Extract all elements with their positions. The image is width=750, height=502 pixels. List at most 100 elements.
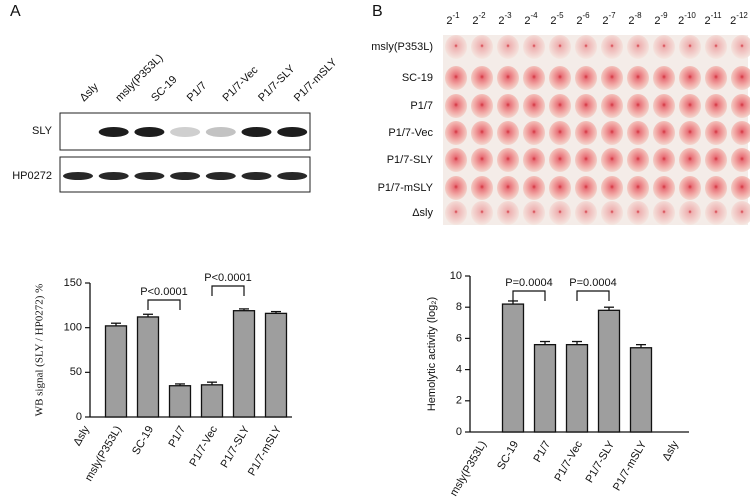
well <box>679 148 701 172</box>
well <box>601 176 623 200</box>
blot-band <box>241 127 272 137</box>
well <box>523 148 545 172</box>
dilution-exponent: -5 <box>557 11 565 20</box>
dilution-exponent: -6 <box>583 11 591 20</box>
annotation: P<0.0001 <box>140 286 187 298</box>
well <box>445 176 467 200</box>
dilution-label: 2-3 <box>498 11 512 27</box>
dilution-exponent: -11 <box>711 11 723 20</box>
well <box>549 201 571 225</box>
well <box>627 94 649 118</box>
well <box>549 148 571 172</box>
dilution-exponent: -12 <box>736 11 748 20</box>
bar <box>565 343 589 433</box>
dilution-base: 2 <box>524 15 530 27</box>
well <box>731 66 750 90</box>
well <box>549 176 571 200</box>
well <box>601 148 623 172</box>
well <box>601 94 623 118</box>
well <box>575 201 597 225</box>
well <box>679 121 701 145</box>
blot-band <box>63 172 93 180</box>
y-tick-label: 6 <box>456 332 462 344</box>
x-tick-label: P1/7 <box>166 424 188 450</box>
dilution-exponent: -4 <box>531 11 539 20</box>
well <box>627 35 649 59</box>
dilution-label: 2-8 <box>628 11 642 27</box>
y-tick-label: 4 <box>456 364 462 376</box>
plate-row-label: P1/7-mSLY <box>378 182 434 194</box>
y-tick-label: 150 <box>64 277 82 289</box>
well <box>471 121 493 145</box>
bar <box>597 309 621 433</box>
significance-bracket <box>576 290 610 301</box>
y-tick-label: 0 <box>76 411 82 423</box>
well <box>497 176 519 200</box>
dilution-base: 2 <box>576 15 582 27</box>
bar <box>200 384 224 418</box>
blot-band <box>170 172 201 180</box>
x-tick-label: P1/7-mSLY <box>611 438 649 493</box>
well <box>653 201 675 225</box>
well <box>731 94 750 118</box>
dilution-base: 2 <box>704 15 710 27</box>
x-tick-label: P1/7-SLY <box>584 438 618 485</box>
dilution-base: 2 <box>550 15 556 27</box>
x-tick-label: P1/7 <box>531 439 553 465</box>
bar <box>168 385 192 418</box>
plate-row-label: SC-19 <box>402 72 433 84</box>
blot-band <box>134 172 165 180</box>
well <box>471 201 493 225</box>
dilution-exponent: -9 <box>661 11 669 20</box>
bar <box>501 303 525 433</box>
well <box>653 121 675 145</box>
well <box>445 121 467 145</box>
dilution-label: 2-9 <box>654 11 668 27</box>
bar <box>104 325 128 418</box>
plate-row-label: P1/7 <box>410 100 433 112</box>
well <box>731 201 750 225</box>
well <box>523 35 545 59</box>
dilution-base: 2 <box>446 15 452 27</box>
well <box>705 66 727 90</box>
blot-row-label: SLY <box>32 125 53 137</box>
lane-label: P1/7-mSLY <box>292 56 340 104</box>
well <box>445 148 467 172</box>
y-tick-label: 50 <box>70 366 82 378</box>
blot-band <box>205 172 236 180</box>
well <box>445 35 467 59</box>
well <box>575 94 597 118</box>
significance-bracket <box>211 285 245 296</box>
well <box>627 66 649 90</box>
dilution-label: 2-12 <box>730 11 748 27</box>
annotation: P=0.0004 <box>569 277 616 289</box>
well <box>497 66 519 90</box>
well <box>497 148 519 172</box>
dilution-exponent: -2 <box>479 11 487 20</box>
x-tick-label: Δsly <box>660 439 681 463</box>
well <box>471 176 493 200</box>
dilution-label: 2-11 <box>704 11 722 27</box>
dilution-label: 2-6 <box>576 11 590 27</box>
well <box>575 148 597 172</box>
x-tick-label: Δsly <box>71 424 92 448</box>
blot-row-label: HP0272 <box>12 170 52 182</box>
well <box>549 66 571 90</box>
lane-label: P1/7-Vec <box>220 64 260 104</box>
well <box>627 121 649 145</box>
well <box>471 66 493 90</box>
well <box>575 35 597 59</box>
well <box>523 66 545 90</box>
well <box>653 176 675 200</box>
well <box>549 35 571 59</box>
well <box>731 176 750 200</box>
blot-band <box>134 127 165 137</box>
y-tick-label: 8 <box>456 301 462 313</box>
blot-band <box>241 172 272 180</box>
blot-band <box>170 127 201 137</box>
significance-bracket <box>512 290 546 301</box>
x-tick-label: SC-19 <box>130 424 156 457</box>
x-tick-label: P1/7-Vec <box>187 424 220 469</box>
well <box>705 35 727 59</box>
well <box>497 94 519 118</box>
